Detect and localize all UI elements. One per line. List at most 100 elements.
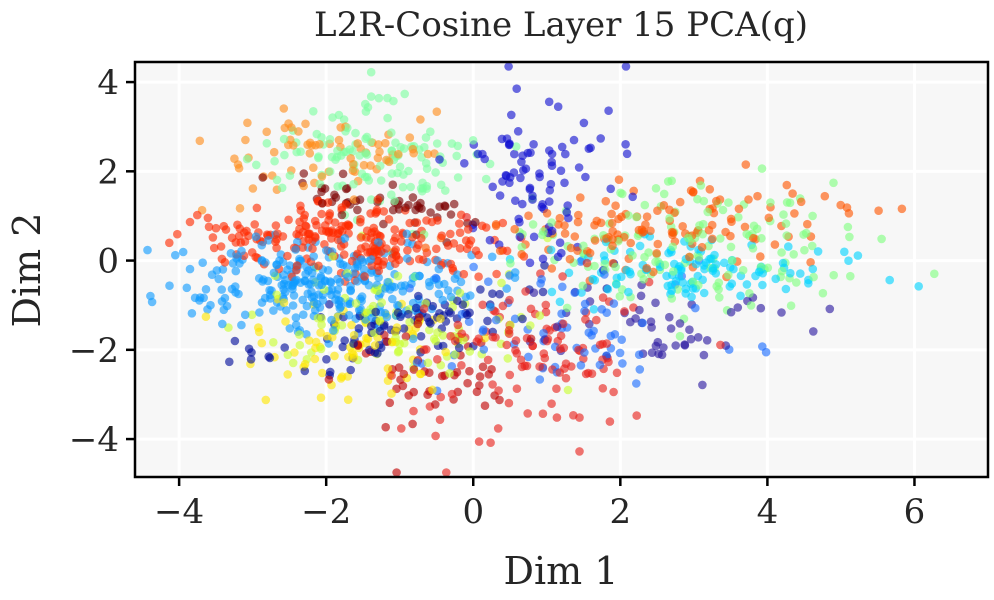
scatter-point (203, 213, 213, 223)
scatter-point (555, 368, 565, 377)
scatter-point (298, 295, 308, 305)
scatter-point (807, 241, 817, 251)
scatter-point (426, 127, 435, 136)
scatter-point (349, 195, 359, 204)
scatter-point (481, 174, 491, 184)
scatter-point (366, 161, 375, 170)
scatter-point (561, 149, 570, 159)
scatter-point (306, 279, 316, 289)
scatter-point (472, 337, 482, 346)
scatter-point (366, 67, 376, 77)
scatter-point (418, 255, 428, 265)
scatter-point (659, 343, 668, 352)
scatter-point (397, 424, 406, 433)
scatter-point (577, 288, 586, 297)
scatter-point (339, 250, 349, 259)
scatter-point (620, 307, 629, 316)
scatter-point (394, 363, 404, 372)
scatter-point (469, 262, 478, 272)
scatter-point (421, 133, 431, 142)
scatter-point (742, 229, 751, 239)
scatter-point (446, 210, 456, 219)
scatter-point (367, 321, 376, 331)
scatter-point (443, 241, 453, 250)
scatter-point (233, 160, 243, 169)
scatter-point (393, 347, 403, 357)
scatter-point (748, 244, 758, 253)
scatter-point (398, 182, 408, 192)
scatter-point (281, 276, 290, 285)
plot-frame (133, 60, 990, 479)
scatter-point (595, 340, 605, 350)
scatter-point (607, 209, 616, 219)
scatter-point (464, 317, 474, 327)
scatter-point (436, 392, 446, 402)
scatter-point (263, 276, 273, 286)
scatter-point (611, 262, 620, 272)
scatter-point (556, 166, 566, 175)
scatter-point (325, 209, 335, 218)
scatter-point (654, 349, 663, 359)
scatter-point (546, 245, 556, 255)
scatter-point (165, 238, 174, 248)
scatter-point (370, 244, 380, 253)
scatter-point (390, 247, 399, 256)
scatter-point (379, 207, 389, 216)
scatter-point (318, 199, 327, 208)
scatter-point (453, 173, 463, 182)
scatter-point (316, 273, 326, 283)
scatter-point (420, 142, 429, 152)
scatter-point (471, 217, 480, 227)
x-tick-label: 0 (462, 492, 484, 532)
scatter-point (295, 330, 304, 339)
scatter-point (324, 375, 334, 384)
scatter-point (295, 340, 305, 350)
scatter-point (185, 217, 195, 227)
scatter-point (444, 307, 454, 316)
scatter-point (698, 380, 707, 390)
scatter-point (201, 312, 211, 322)
scatter-point (311, 337, 321, 347)
scatter-point (314, 261, 323, 271)
scatter-point (782, 198, 792, 207)
scatter-point (607, 218, 617, 228)
scatter-point (693, 194, 702, 204)
scatter-point (417, 153, 426, 162)
scatter-point (435, 415, 445, 425)
scatter-point (460, 159, 469, 168)
scatter-point (716, 340, 725, 350)
scatter-point (390, 196, 399, 206)
scatter-point (325, 277, 335, 286)
scatter-point (367, 268, 376, 277)
scatter-point (225, 357, 234, 367)
scatter-point (362, 333, 371, 343)
scatter-point (495, 289, 504, 299)
scatter-point (204, 222, 214, 232)
scatter-point (809, 272, 818, 282)
scatter-point (301, 269, 310, 279)
scatter-point (317, 209, 326, 219)
scatter-point (475, 381, 484, 390)
scatter-point (501, 170, 511, 180)
scatter-point (320, 184, 330, 193)
scatter-point (614, 214, 623, 224)
scatter-point (777, 308, 786, 317)
scatter-point (242, 154, 252, 164)
scatter-point (615, 348, 625, 358)
scatter-point (208, 233, 218, 242)
scatter-point (683, 233, 693, 243)
scatter-point (300, 210, 310, 220)
scatter-point (165, 281, 174, 291)
scatter-point (502, 340, 512, 350)
scatter-point (647, 323, 656, 332)
scatter-point (324, 228, 334, 237)
scatter-point (432, 107, 442, 116)
scatter-point (269, 268, 279, 278)
scatter-point (408, 334, 418, 344)
scatter-point (454, 343, 464, 353)
scatter-point (694, 252, 704, 262)
scatter-point (348, 159, 358, 169)
scatter-point (590, 261, 599, 271)
scatter-point (565, 254, 575, 264)
scatter-point (275, 256, 284, 265)
